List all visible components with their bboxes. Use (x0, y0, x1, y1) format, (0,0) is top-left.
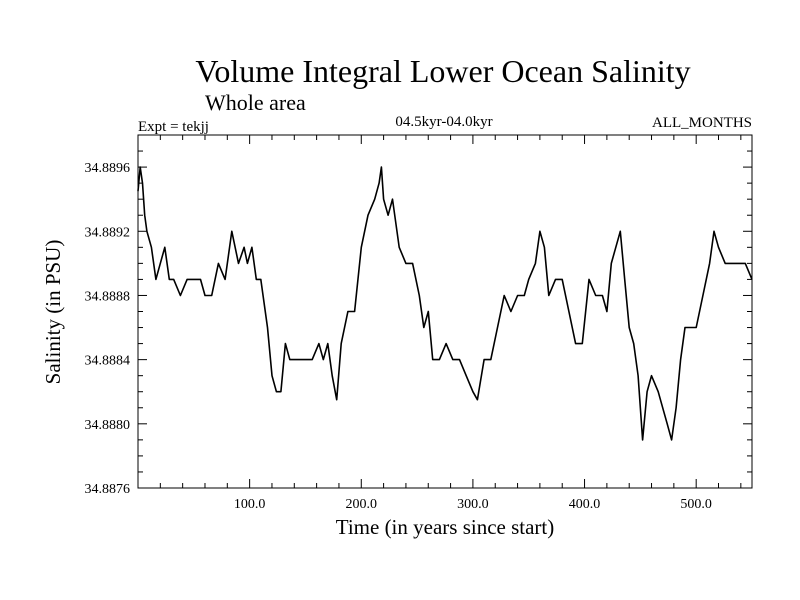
y-axis-label: Salinity (in PSU) (41, 240, 65, 385)
x-axis-label: Time (in years since start) (336, 515, 555, 539)
plot-frame (137, 134, 753, 489)
x-tick-label: 500.0 (680, 497, 712, 512)
x-tick-label: 200.0 (346, 497, 378, 512)
y-tick-label: 34.8896 (85, 161, 131, 176)
x-axis-tick-labels: 100.0 200.0 300.0 400.0 500.0 (234, 497, 712, 512)
x-tick-label: 300.0 (457, 497, 489, 512)
y-tick-label: 34.8880 (85, 418, 131, 433)
months-label: ALL_MONTHS (652, 115, 752, 131)
experiment-label: Expt = tekjj (138, 119, 209, 135)
salinity-series-line (137, 166, 753, 441)
y-tick-label: 34.8884 (85, 354, 131, 369)
chart-subtitle: Whole area (205, 90, 306, 115)
period-label: 04.5kyr-04.0kyr (395, 114, 492, 130)
x-tick-label: 400.0 (569, 497, 601, 512)
y-axis-ticks (138, 150, 752, 489)
chart-title: Volume Integral Lower Ocean Salinity (195, 53, 690, 89)
x-axis-ticks (159, 135, 742, 488)
x-tick-label: 100.0 (234, 497, 266, 512)
y-tick-label: 34.8876 (85, 482, 131, 497)
y-tick-label: 34.8892 (85, 225, 131, 240)
y-tick-label: 34.8888 (85, 289, 131, 304)
y-axis-tick-labels: 34.8876 34.8880 34.8884 34.8888 34.8892 34.88… (85, 161, 131, 497)
